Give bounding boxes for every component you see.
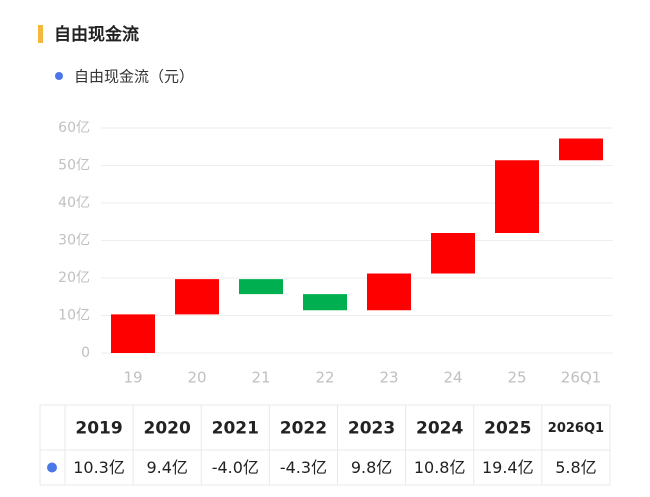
table-header: 2022 <box>280 419 327 439</box>
y-tick-label: 60亿 <box>58 120 90 136</box>
bar <box>303 294 347 311</box>
table-legend-marker <box>47 462 57 473</box>
x-tick-label: 23 <box>379 369 398 387</box>
x-tick-label: 22 <box>315 369 334 387</box>
table-header: 2025 <box>484 419 531 439</box>
x-tick-label: 26Q1 <box>561 369 601 387</box>
table-header: 2021 <box>212 419 259 439</box>
x-tick-label: 24 <box>443 369 462 387</box>
bar <box>367 273 411 311</box>
bar <box>175 279 219 315</box>
x-tick-label: 25 <box>507 369 526 387</box>
bar <box>239 279 283 295</box>
bar <box>111 314 155 353</box>
table-header: 2026Q1 <box>548 421 604 436</box>
table-header: 2020 <box>144 419 191 439</box>
table-cell: -4.0亿 <box>212 458 259 477</box>
legend-marker <box>55 72 63 80</box>
table-cell: 9.4亿 <box>146 458 187 477</box>
bar <box>559 138 603 161</box>
title-accent <box>38 25 43 43</box>
x-tick-label: 20 <box>187 369 206 387</box>
y-tick-label: 30亿 <box>58 233 90 249</box>
table-cell: 19.4亿 <box>482 458 534 477</box>
y-tick-label: 20亿 <box>58 270 90 286</box>
chart-title: 自由现金流 <box>54 24 139 45</box>
table-cell: -4.3亿 <box>280 458 327 477</box>
x-tick-label: 19 <box>123 369 142 387</box>
legend-label: 自由现金流（元） <box>74 68 194 86</box>
table-header: 2023 <box>348 419 395 439</box>
bar <box>495 160 539 233</box>
y-tick-label: 40亿 <box>58 195 90 211</box>
y-tick-label: 10亿 <box>58 308 90 324</box>
bar <box>431 233 475 274</box>
table-header: 2024 <box>416 419 463 439</box>
table-cell: 10.8亿 <box>414 458 466 477</box>
table-cell: 5.8亿 <box>555 458 596 477</box>
table-cell: 9.8亿 <box>351 458 392 477</box>
x-tick-label: 21 <box>251 369 270 387</box>
y-tick-label: 50亿 <box>58 158 90 174</box>
y-tick-label: 0 <box>81 345 90 361</box>
table-cell: 10.3亿 <box>73 458 125 477</box>
table-header: 2019 <box>75 419 122 439</box>
